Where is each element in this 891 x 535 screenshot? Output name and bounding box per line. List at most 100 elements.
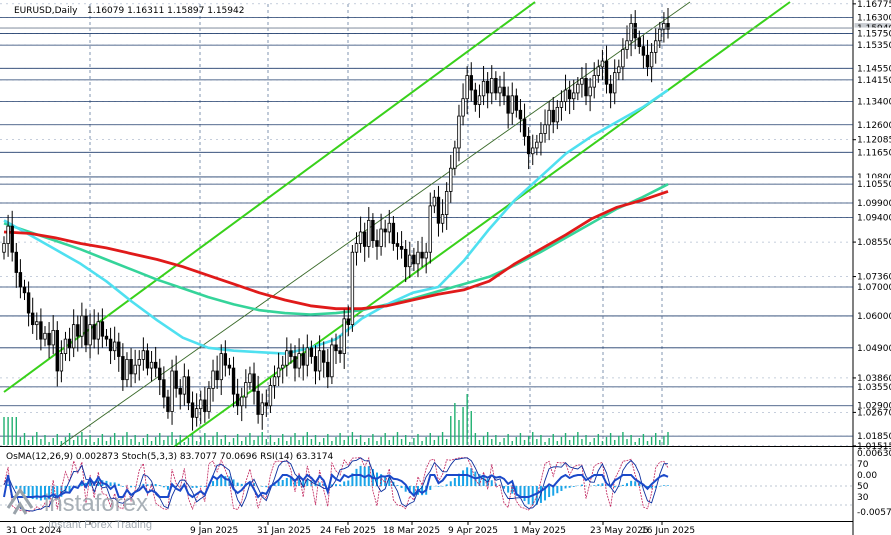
y-label-bg <box>853 399 891 412</box>
y-label-bg <box>853 211 891 224</box>
candle-body <box>260 402 264 415</box>
candle-body <box>436 196 441 224</box>
y-tick-label: 1.09400 <box>857 213 891 223</box>
candle-body <box>158 367 162 381</box>
candle-body <box>322 350 326 363</box>
candle-body <box>346 318 350 326</box>
candle-body <box>51 330 55 346</box>
candle-body <box>80 315 84 337</box>
candle-body <box>10 225 14 253</box>
candle-body <box>149 361 154 369</box>
candle-body <box>182 376 187 395</box>
candle-body <box>424 251 428 259</box>
candle-body <box>313 356 318 372</box>
y-label-bg <box>853 309 891 322</box>
candle-body <box>379 228 383 247</box>
candle-body <box>399 246 404 250</box>
candle-body <box>555 107 560 123</box>
candle-body <box>408 254 412 268</box>
candle-body <box>162 379 166 398</box>
y-label-bg <box>853 178 891 191</box>
candle-body <box>88 324 92 346</box>
candle-body <box>584 78 588 97</box>
candle-body <box>576 83 580 94</box>
candle-body <box>502 86 506 97</box>
y-tick-label: 1.01515 <box>857 442 891 452</box>
candle-body <box>383 228 387 233</box>
candle-body <box>608 83 613 94</box>
candle-body <box>477 95 482 105</box>
candle-body <box>6 225 10 244</box>
candle-body <box>121 356 125 381</box>
candle-body <box>412 254 416 265</box>
x-tick-label: 9 Apr 2025 <box>448 526 498 535</box>
candle-body <box>199 399 203 410</box>
candle-body <box>125 358 129 381</box>
candle-body <box>395 243 400 247</box>
candle-body <box>334 344 338 352</box>
candle-body <box>654 40 658 53</box>
osc-axis-top: 0.006303 <box>857 449 891 459</box>
candle-body <box>301 353 305 366</box>
y-tick-label: 1.03860 <box>857 374 891 384</box>
candle-body <box>133 364 137 375</box>
candle-body <box>367 219 371 247</box>
candle-body <box>403 248 408 268</box>
candle-body <box>633 23 637 39</box>
candle-body <box>309 347 314 357</box>
candle-body <box>264 402 269 407</box>
candle-body <box>490 78 494 94</box>
candle-body <box>666 23 670 30</box>
candle-body <box>645 54 650 68</box>
candle-body <box>227 364 232 369</box>
rsi-line <box>3 473 669 499</box>
price-axis: 1.167751.163001.159401.157501.153501.145… <box>853 0 891 452</box>
candle-body <box>112 341 117 352</box>
candle-body <box>240 396 244 407</box>
candle-body <box>621 49 625 68</box>
candle-body <box>617 66 621 74</box>
candle-body <box>22 286 27 294</box>
y-label-bg <box>853 341 891 354</box>
candle-body <box>170 370 174 412</box>
candle-body <box>473 89 478 105</box>
y-label-bg <box>853 27 891 40</box>
candle-body <box>444 191 449 215</box>
ohlc-header: 1.16079 1.16311 1.15897 1.15942 <box>87 6 244 16</box>
candle-body <box>104 335 109 340</box>
candle-body <box>563 89 568 103</box>
volume-histogram <box>3 394 669 445</box>
candle-body <box>580 78 584 85</box>
candle-body <box>186 376 191 404</box>
y-label-bg <box>853 62 891 75</box>
candle-body <box>18 272 23 288</box>
candle-body <box>14 251 18 273</box>
support-resistance-levels <box>0 17 853 437</box>
candle-body <box>371 219 375 242</box>
candle-body <box>362 231 367 247</box>
y-tick-label: 1.09900 <box>857 199 891 209</box>
candle-body <box>174 370 178 389</box>
candle-body <box>297 353 301 369</box>
candle-body <box>71 324 76 349</box>
candle-body <box>338 350 342 355</box>
candle-body <box>76 324 80 337</box>
y-tick-label: 1.07000 <box>857 283 891 293</box>
stoch-level-50: 50 <box>857 482 869 492</box>
candle-body <box>84 315 88 346</box>
candle-body <box>518 109 523 120</box>
stoch-signal-line <box>3 456 669 512</box>
candle-body <box>178 387 182 395</box>
candle-body <box>211 370 215 389</box>
y-tick-label: 1.08550 <box>857 238 891 248</box>
candle-body <box>604 60 609 85</box>
x-tick-label: 9 Jan 2025 <box>190 526 238 535</box>
y-tick-label: 1.12085 <box>857 136 891 146</box>
time-axis: 31 Oct 2024 9 Jan 2025 31 Jan 2025 24 Feb 2… <box>0 521 853 535</box>
candle-body <box>350 251 355 326</box>
candle-body <box>526 135 531 155</box>
candle-body <box>223 353 228 366</box>
logo-mark-icon <box>6 487 34 515</box>
candle-body <box>428 205 432 253</box>
